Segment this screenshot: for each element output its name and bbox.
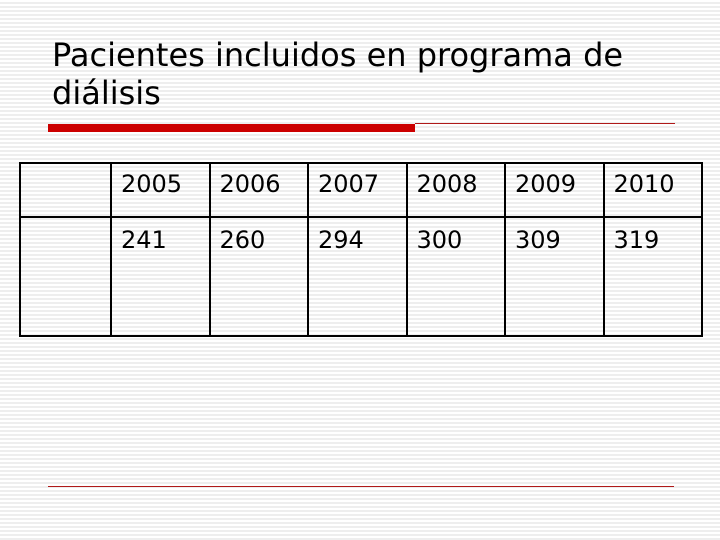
patients-cell: 300 xyxy=(405,216,506,337)
patients-cell: 241 xyxy=(110,216,211,337)
patients-cell: 260 xyxy=(208,216,309,337)
year-cell: 2009 xyxy=(504,162,605,218)
slide-title: Pacientes incluidos en programa de diáli… xyxy=(52,36,624,112)
dialysis-patients-table: 2005 2006 2007 2008 2009 2010 241 260 29… xyxy=(19,162,703,337)
table-row-years: 2005 2006 2007 2008 2009 2010 xyxy=(19,162,703,218)
patients-cell: 319 xyxy=(602,216,703,337)
patients-cell: 294 xyxy=(307,216,408,337)
year-cell: 2006 xyxy=(208,162,309,218)
row-label-cell xyxy=(19,216,112,337)
year-cell: 2007 xyxy=(307,162,408,218)
title-underline-accent xyxy=(48,124,415,132)
footer-rule xyxy=(48,486,674,487)
title-underline-thin xyxy=(415,123,675,124)
table-row-patients: 241 260 294 300 309 319 xyxy=(19,216,703,337)
patients-cell: 309 xyxy=(504,216,605,337)
table-corner-cell xyxy=(19,162,112,218)
year-cell: 2010 xyxy=(602,162,703,218)
year-cell: 2008 xyxy=(405,162,506,218)
year-cell: 2005 xyxy=(110,162,211,218)
